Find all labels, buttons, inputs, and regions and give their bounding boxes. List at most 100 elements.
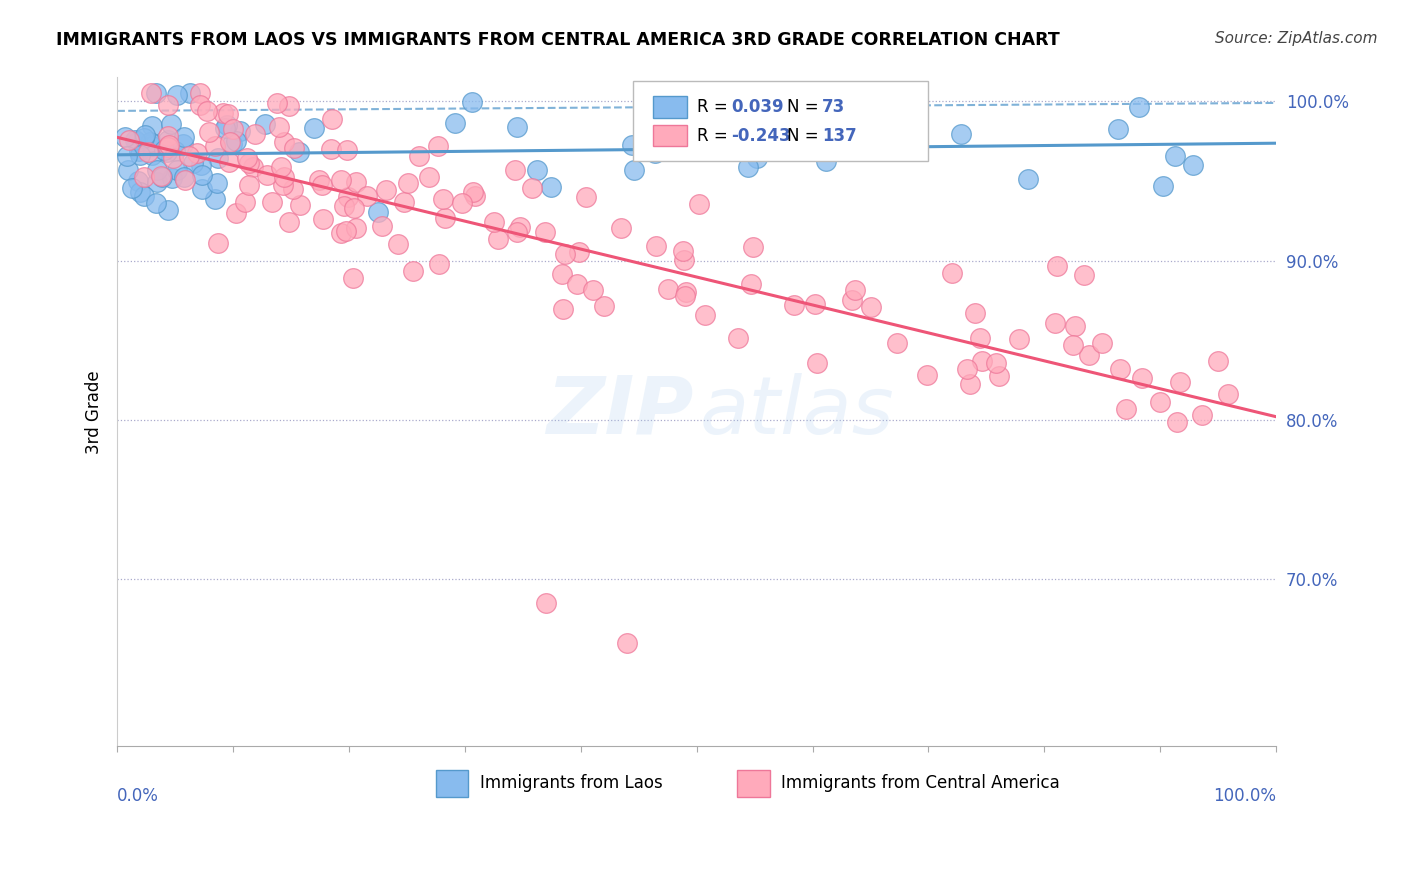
Point [195, 103, 218, 118]
Point [157, 202, 180, 217]
Point [461, 95, 484, 109]
Point [236, 152, 259, 166]
Point [343, 202, 366, 216]
Point [311, 178, 333, 193]
Point [356, 189, 378, 203]
Point [188, 87, 211, 101]
Point [141, 120, 163, 134]
Point [949, 127, 972, 141]
Point [166, 162, 188, 177]
Point [1107, 121, 1129, 136]
Point [865, 115, 887, 129]
Point [344, 221, 367, 235]
Point [198, 125, 221, 139]
Point [1168, 376, 1191, 390]
Bar [737, 770, 769, 797]
Point [302, 121, 325, 136]
Point [737, 160, 759, 174]
Point [156, 145, 179, 159]
Point [128, 148, 150, 162]
Bar [436, 770, 468, 797]
Text: R =: R = [696, 127, 727, 145]
Text: atlas: atlas [700, 373, 894, 451]
Point [657, 282, 679, 296]
Point [1091, 335, 1114, 350]
Bar [652, 125, 688, 146]
Point [337, 190, 360, 204]
Point [620, 137, 643, 152]
Point [330, 173, 353, 187]
Point [335, 224, 357, 238]
Point [520, 181, 543, 195]
Point [610, 221, 633, 235]
Point [138, 135, 160, 149]
Point [145, 87, 167, 101]
Text: Immigrants from Central America: Immigrants from Central America [782, 774, 1060, 792]
Text: 100.0%: 100.0% [1213, 787, 1277, 805]
Point [166, 87, 188, 102]
Point [387, 237, 409, 252]
Point [149, 169, 172, 183]
Point [159, 137, 181, 152]
Point [211, 106, 233, 120]
Point [675, 285, 697, 300]
Point [1166, 415, 1188, 429]
Point [434, 211, 457, 226]
Point [190, 168, 212, 182]
Point [592, 298, 614, 312]
Point [173, 170, 195, 185]
Point [427, 257, 450, 271]
Point [803, 297, 825, 311]
Point [205, 176, 228, 190]
Point [553, 301, 575, 316]
Point [534, 225, 557, 239]
Point [1149, 395, 1171, 409]
Point [568, 245, 591, 260]
Text: 0.0%: 0.0% [117, 787, 159, 805]
Text: N =: N = [787, 98, 818, 116]
Point [145, 175, 167, 189]
Point [645, 239, 668, 253]
Point [740, 277, 762, 291]
Point [344, 175, 367, 189]
Point [1130, 371, 1153, 385]
Point [688, 197, 710, 211]
Point [370, 219, 392, 233]
Point [367, 204, 389, 219]
Point [844, 283, 866, 297]
Point [128, 144, 150, 158]
Point [1128, 100, 1150, 114]
Point [814, 153, 837, 168]
Point [150, 169, 173, 184]
Point [1164, 149, 1187, 163]
Point [312, 211, 335, 226]
Point [218, 155, 240, 169]
Point [256, 168, 278, 182]
Text: N =: N = [787, 127, 818, 145]
Point [266, 96, 288, 111]
Point [173, 129, 195, 144]
Point [509, 219, 531, 234]
Point [551, 267, 574, 281]
Point [582, 283, 605, 297]
Point [219, 135, 242, 149]
Point [329, 226, 352, 240]
Point [970, 353, 993, 368]
Point [427, 139, 450, 153]
Point [172, 137, 194, 152]
Point [396, 176, 419, 190]
Point [145, 163, 167, 178]
Point [267, 120, 290, 134]
Point [745, 151, 768, 165]
Point [162, 151, 184, 165]
Point [156, 140, 179, 154]
Point [190, 158, 212, 172]
Point [118, 133, 141, 147]
Bar [652, 96, 688, 118]
Point [616, 636, 638, 650]
Point [673, 289, 696, 303]
Point [115, 148, 138, 162]
Point [156, 98, 179, 112]
Point [1191, 409, 1213, 423]
Point [526, 163, 548, 178]
